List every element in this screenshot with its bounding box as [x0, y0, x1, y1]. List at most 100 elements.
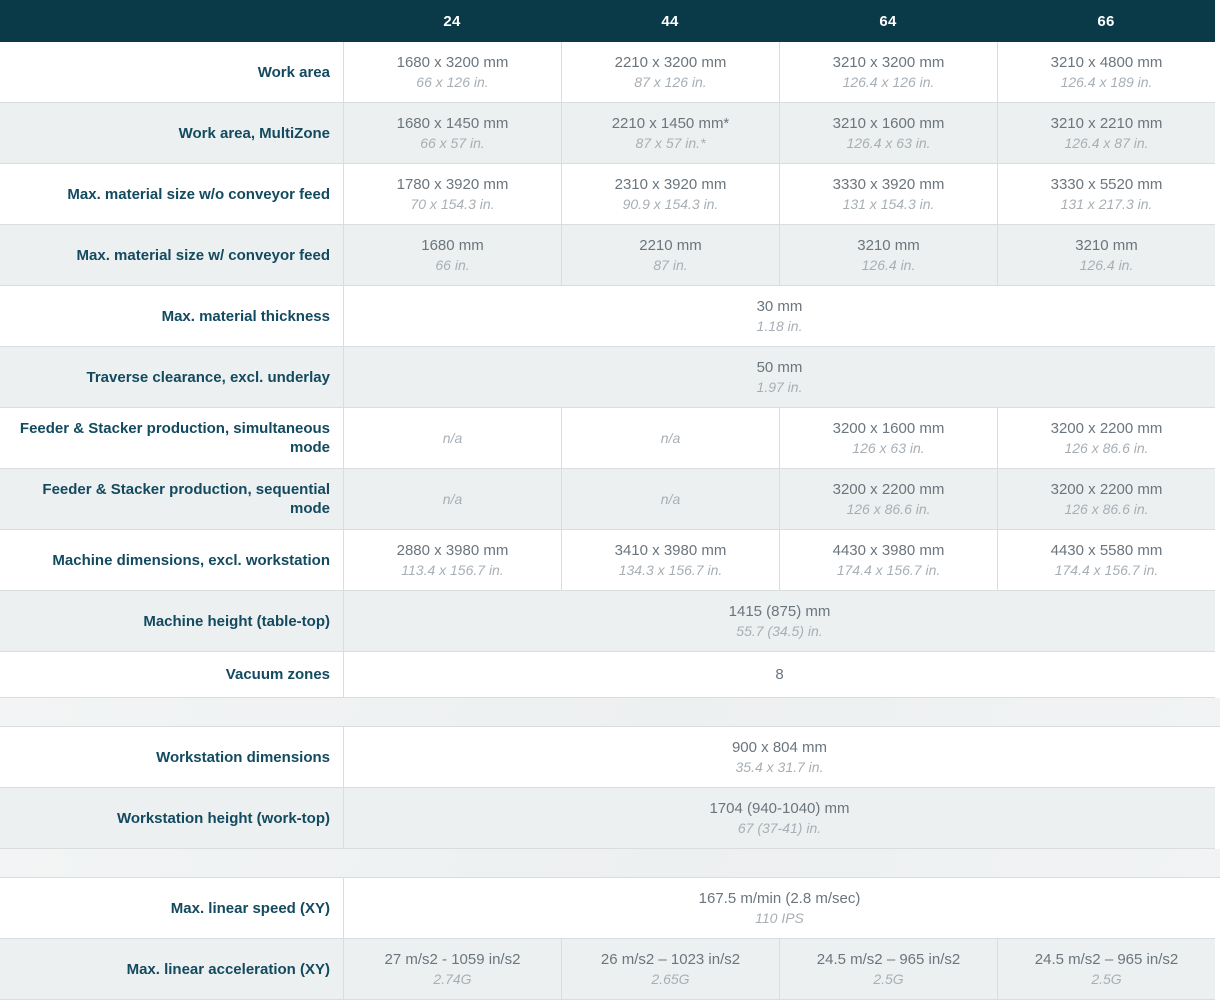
- row-label: Workstation height (work-top): [116, 809, 330, 827]
- table-row: Feeder & Stacker production, simultaneou…: [0, 408, 1215, 469]
- row-cells: 1680 x 1450 mm 66 x 57 in. 2210 x 1450 mm*…: [343, 103, 1215, 163]
- cell-value-imperial: 126 x 86.6 in.: [1064, 439, 1149, 456]
- cell-value-metric: 1415 (875) mm: [728, 602, 831, 620]
- spec-cell: n/a: [561, 408, 779, 468]
- cell-value-imperial: 70 x 154.3 in.: [410, 195, 495, 212]
- table-row: Feeder & Stacker production, sequential …: [0, 469, 1215, 530]
- row-cells: 1680 mm 66 in. 2210 mm 87 in. 3210 mm 126.4 i…: [343, 225, 1215, 285]
- column-header-24: 24: [443, 12, 461, 30]
- cell-value-na: n/a: [660, 490, 681, 507]
- table-row: Max. material thickness 30 mm 1.18 in.: [0, 286, 1215, 347]
- cell-value-metric: 1680 x 1450 mm: [396, 114, 509, 132]
- cell-value-metric: 2880 x 3980 mm: [396, 541, 509, 559]
- table-row: Workstation height (work-top) 1704 (940-1…: [0, 788, 1215, 849]
- cell-value-imperial: 126 x 86.6 in.: [1064, 500, 1149, 517]
- row-label: Work area: [257, 63, 330, 81]
- row-label: Vacuum zones: [225, 666, 330, 683]
- cell-value-metric: 3200 x 2200 mm: [832, 480, 945, 498]
- spec-cell: 3210 mm 126.4 in.: [997, 225, 1215, 285]
- cell-value-metric: 3200 x 2200 mm: [1050, 419, 1163, 437]
- merged-cell: 900 x 804 mm 35.4 x 31.7 in.: [343, 727, 1215, 787]
- cell-value-imperial: 126 x 86.6 in.: [846, 500, 931, 517]
- row-label: Feeder & Stacker production, sequential …: [42, 481, 330, 517]
- cell-value-metric: 3330 x 3920 mm: [832, 175, 945, 193]
- column-header-44: 44: [661, 12, 679, 30]
- cell-value-metric: 50 mm: [756, 358, 803, 376]
- cell-value-metric: 3210 x 3200 mm: [832, 53, 945, 71]
- cell-value-imperial: 2.65G: [651, 970, 690, 987]
- row-cells: 1780 x 3920 mm 70 x 154.3 in. 2310 x 3920 …: [343, 164, 1215, 224]
- merged-cell: 1704 (940-1040) mm 67 (37-41) in.: [343, 788, 1215, 848]
- cell-value-metric: 27 m/s2 - 1059 in/s2: [384, 950, 521, 968]
- spec-cell: 3210 mm 126.4 in.: [779, 225, 997, 285]
- cell-value-metric: 3200 x 1600 mm: [832, 419, 945, 437]
- row-cells: 900 x 804 mm 35.4 x 31.7 in.: [343, 727, 1215, 787]
- spec-cell: 3210 x 4800 mm 126.4 x 189 in.: [997, 42, 1215, 102]
- cell-value-imperial: 67 (37-41) in.: [737, 819, 822, 836]
- row-cells: 167.5 m/min (2.8 m/sec) 110 IPS: [343, 878, 1215, 938]
- cell-value-imperial: 131 x 154.3 in.: [842, 195, 935, 212]
- spec-cell: 26 m/s2 – 1023 in/s2 2.65G: [561, 939, 779, 999]
- cell-value-metric: 1780 x 3920 mm: [396, 175, 509, 193]
- table-row: Traverse clearance, excl. underlay 50 mm 1…: [0, 347, 1215, 408]
- table-row: Max. material size w/ conveyor feed 1680 …: [0, 225, 1215, 286]
- row-cells: 2880 x 3980 mm 113.4 x 156.7 in. 3410 x 39…: [343, 530, 1215, 590]
- spec-cell: 1680 mm 66 in.: [343, 225, 561, 285]
- table-row: Max. linear acceleration (XY) 27 m/s2 - 1…: [0, 939, 1215, 1000]
- cell-value-imperial: 134.3 x 156.7 in.: [618, 561, 723, 578]
- merged-cell: 50 mm 1.97 in.: [343, 347, 1215, 407]
- table-row: Max. material size w/o conveyor feed 1780…: [0, 164, 1215, 225]
- cell-value-metric: 24.5 m/s2 – 965 in/s2: [1034, 950, 1179, 968]
- row-cells: 1680 x 3200 mm 66 x 126 in. 2210 x 3200 mm…: [343, 42, 1215, 102]
- cell-value-imperial: 55.7 (34.5) in.: [736, 622, 823, 639]
- spec-cell: 1680 x 1450 mm 66 x 57 in.: [343, 103, 561, 163]
- spec-cell: 3410 x 3980 mm 134.3 x 156.7 in.: [561, 530, 779, 590]
- spec-cell: 2880 x 3980 mm 113.4 x 156.7 in.: [343, 530, 561, 590]
- cell-value-imperial: 35.4 x 31.7 in.: [735, 758, 824, 775]
- cell-value-imperial: 126.4 in.: [861, 256, 916, 273]
- cell-value-imperial: 2.5G: [1091, 970, 1122, 987]
- cell-value-imperial: 2.74G: [433, 970, 472, 987]
- cell-value-metric: 900 x 804 mm: [731, 738, 828, 756]
- cell-value-imperial: 110 IPS: [755, 909, 804, 926]
- spec-cell: 3330 x 3920 mm 131 x 154.3 in.: [779, 164, 997, 224]
- row-cells: 1704 (940-1040) mm 67 (37-41) in.: [343, 788, 1215, 848]
- table-row: Machine height (table-top) 1415 (875) mm 5…: [0, 591, 1215, 652]
- table-row: Work area 1680 x 3200 mm 66 x 126 in. 2210 …: [0, 42, 1215, 103]
- row-label: Max. material size w/o conveyor feed: [67, 185, 330, 203]
- row-cells: n/a n/a 3200 x 1600 mm 126 x 63 in. 3200 x 2…: [343, 408, 1215, 468]
- spec-cell: 2210 mm 87 in.: [561, 225, 779, 285]
- cell-value-imperial: 87 in.: [653, 256, 688, 273]
- spec-cell: 24.5 m/s2 – 965 in/s2 2.5G: [997, 939, 1215, 999]
- merged-cell: 8: [343, 652, 1215, 697]
- spec-table-rows: Work area 1680 x 3200 mm 66 x 126 in. 2210 …: [0, 42, 1220, 1000]
- cell-value-metric: 24.5 m/s2 – 965 in/s2: [816, 950, 961, 968]
- cell-value-imperial: 66 x 57 in.: [420, 134, 485, 151]
- cell-value-metric: 2210 x 1450 mm*: [611, 114, 730, 132]
- row-label: Workstation dimensions: [156, 748, 330, 766]
- cell-value-imperial: 90.9 x 154.3 in.: [622, 195, 719, 212]
- merged-cell: 30 mm 1.18 in.: [343, 286, 1215, 346]
- cell-value-imperial: 66 x 126 in.: [416, 73, 489, 90]
- spec-cell: 2210 x 3200 mm 87 x 126 in.: [561, 42, 779, 102]
- cell-value-imperial: 113.4 x 156.7 in.: [401, 561, 504, 578]
- row-label: Machine dimensions, excl. workstation: [52, 551, 330, 569]
- cell-value-imperial: 126.4 x 189 in.: [1060, 73, 1153, 90]
- spec-cell: 1780 x 3920 mm 70 x 154.3 in.: [343, 164, 561, 224]
- spec-cell: 4430 x 5580 mm 174.4 x 156.7 in.: [997, 530, 1215, 590]
- cell-value-metric: 3210 mm: [857, 236, 920, 254]
- table-row: Vacuum zones 8: [0, 652, 1215, 698]
- merged-cell: 167.5 m/min (2.8 m/sec) 110 IPS: [343, 878, 1215, 938]
- row-cells: n/a n/a 3200 x 2200 mm 126 x 86.6 in. 3200 x…: [343, 469, 1215, 529]
- cell-value-metric: 3210 x 1600 mm: [832, 114, 945, 132]
- cell-value-imperial: 126.4 x 63 in.: [846, 134, 931, 151]
- cell-value-imperial: 174.4 x 156.7 in.: [836, 561, 941, 578]
- cell-value-metric: 2210 x 3200 mm: [614, 53, 727, 71]
- cell-value-imperial: 126.4 x 126 in.: [842, 73, 935, 90]
- cell-value-metric: 1680 mm: [421, 236, 484, 254]
- cell-value-metric: 3210 mm: [1075, 236, 1138, 254]
- cell-value-metric: 30 mm: [756, 297, 803, 315]
- spec-cell: 3210 x 1600 mm 126.4 x 63 in.: [779, 103, 997, 163]
- cell-value-imperial: 2.5G: [873, 970, 904, 987]
